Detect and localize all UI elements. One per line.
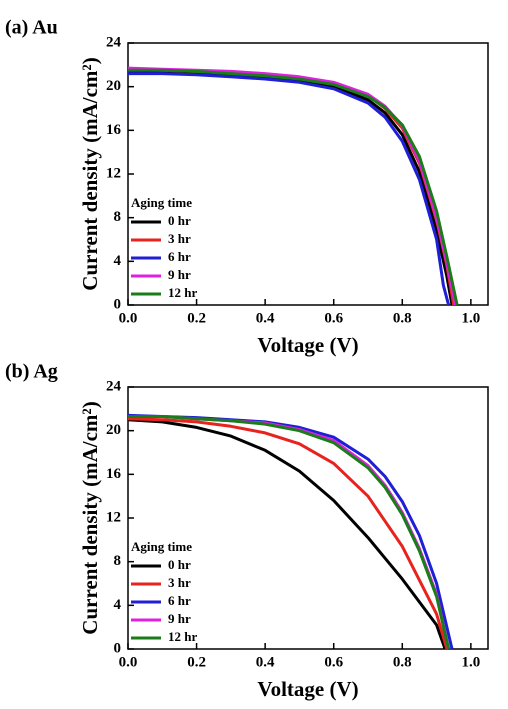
y-tick-label: 12	[106, 509, 121, 525]
x-tick-label: 1.0	[461, 310, 480, 326]
y-tick-label: 20	[106, 78, 121, 94]
chart-title: (a) Au	[5, 17, 58, 39]
y-tick-label: 20	[106, 422, 121, 438]
legend-label: 6 hr	[168, 249, 191, 264]
x-tick-label: 0.8	[393, 654, 412, 670]
y-tick-label: 16	[106, 466, 122, 482]
y-tick-label: 24	[106, 378, 122, 394]
legend-label: 3 hr	[168, 575, 191, 590]
y-axis-label: Current density (mA/cm²)	[78, 401, 102, 634]
series-line	[127, 418, 447, 650]
series-line	[128, 72, 451, 306]
legend-label: 0 hr	[168, 557, 191, 572]
y-tick-label: 0	[114, 640, 122, 656]
x-tick-label: 1.0	[461, 654, 480, 670]
series-line	[128, 415, 451, 650]
y-tick-label: 8	[114, 209, 122, 225]
series-line	[128, 68, 459, 306]
legend-label: 12 hr	[168, 285, 197, 300]
y-axis-label: Current density (mA/cm²)	[78, 57, 102, 290]
x-axis-label: Voltage (V)	[257, 677, 358, 701]
x-tick-label: 0.4	[256, 654, 275, 670]
legend-label: 6 hr	[168, 593, 191, 608]
x-tick-label: 0.2	[187, 654, 206, 670]
legend-label: 9 hr	[168, 267, 191, 282]
legend-label: 12 hr	[168, 629, 197, 644]
x-tick-label: 0.4	[256, 310, 275, 326]
x-tick-label: 0.8	[393, 310, 412, 326]
y-tick-label: 12	[106, 165, 121, 181]
chart-title: (b) Ag	[5, 361, 58, 383]
legend-title: Aging time	[131, 539, 192, 554]
legend-label: 3 hr	[168, 231, 191, 246]
y-tick-label: 24	[106, 34, 122, 50]
legend-title: Aging time	[131, 195, 192, 210]
legend-label: 9 hr	[168, 611, 191, 626]
x-tick-label: 0.0	[119, 310, 138, 326]
x-tick-label: 0.6	[324, 654, 343, 670]
x-tick-label: 0.6	[324, 310, 343, 326]
y-tick-label: 0	[114, 296, 122, 312]
x-tick-label: 0.2	[187, 310, 206, 326]
x-tick-label: 0.0	[119, 654, 138, 670]
series-line	[127, 417, 449, 650]
y-tick-label: 16	[106, 122, 122, 138]
y-tick-label: 4	[114, 597, 122, 613]
legend-label: 0 hr	[168, 213, 191, 228]
y-tick-label: 8	[114, 553, 122, 569]
y-tick-label: 4	[114, 253, 122, 269]
x-axis-label: Voltage (V)	[257, 333, 358, 357]
